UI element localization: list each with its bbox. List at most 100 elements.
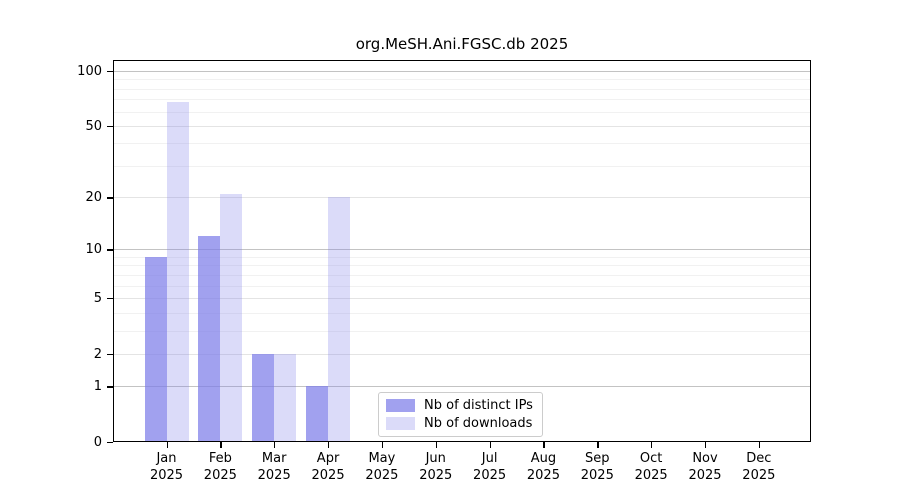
x-tick-year: 2025 bbox=[311, 468, 345, 483]
x-tick-year: 2025 bbox=[203, 468, 237, 483]
x-tick-label: Sep 2025 bbox=[567, 450, 627, 484]
x-tick-label: May 2025 bbox=[352, 450, 412, 484]
major-gridline bbox=[113, 197, 811, 199]
minor-gridline bbox=[113, 165, 811, 167]
x-tick-month: Mar bbox=[261, 451, 287, 466]
x-tick-month: Feb bbox=[208, 451, 232, 466]
legend-label: Nb of distinct IPs bbox=[424, 398, 533, 413]
x-tick-year: 2025 bbox=[473, 468, 507, 483]
x-tick-label: Jun 2025 bbox=[406, 450, 466, 484]
legend-item-distinct-ips: Nb of distinct IPs bbox=[386, 398, 533, 413]
x-tick-mark bbox=[328, 442, 330, 448]
legend-swatch-downloads bbox=[386, 417, 415, 430]
y-tick-mark bbox=[107, 353, 113, 355]
bar-distinct-ips bbox=[306, 386, 329, 442]
y-tick-label: 10 bbox=[85, 242, 102, 258]
x-tick-mark bbox=[381, 442, 384, 448]
x-tick-label: Oct 2025 bbox=[621, 450, 681, 484]
minor-gridline bbox=[113, 99, 811, 101]
x-tick-mark bbox=[435, 442, 438, 448]
x-tick-month: May bbox=[368, 451, 396, 466]
y-tick-mark bbox=[107, 386, 113, 388]
x-tick-month: Jan bbox=[156, 451, 177, 466]
minor-gridline bbox=[113, 88, 811, 90]
bar-downloads bbox=[274, 353, 297, 442]
minor-gridline bbox=[113, 330, 811, 332]
major-gridline bbox=[113, 353, 811, 355]
x-tick-year: 2025 bbox=[149, 468, 184, 483]
x-tick-label: Jul 2025 bbox=[460, 450, 520, 484]
x-tick-mark bbox=[274, 442, 276, 448]
x-tick-year: 2025 bbox=[257, 468, 291, 483]
minor-gridline bbox=[113, 256, 811, 258]
x-tick-label: Mar 2025 bbox=[244, 450, 304, 484]
minor-gridline bbox=[113, 274, 811, 276]
bar-downloads bbox=[220, 193, 243, 442]
y-tick-mark bbox=[107, 71, 113, 73]
x-tick-mark bbox=[758, 442, 761, 448]
y-tick-mark bbox=[107, 249, 113, 251]
bar-distinct-ips bbox=[144, 256, 167, 442]
x-tick-year: 2025 bbox=[634, 468, 668, 483]
x-tick-month: Apr bbox=[316, 451, 340, 466]
x-tick-year: 2025 bbox=[688, 468, 722, 483]
x-tick-month: Jun bbox=[425, 451, 446, 466]
minor-gridline bbox=[113, 312, 811, 314]
chart-title: org.MeSH.Ani.FGSC.db 2025 bbox=[355, 35, 569, 53]
x-tick-month: Aug bbox=[530, 451, 557, 466]
y-tick-mark bbox=[107, 197, 113, 199]
x-tick-mark bbox=[166, 442, 168, 448]
x-tick-mark bbox=[543, 442, 545, 448]
x-tick-year: 2025 bbox=[365, 468, 399, 483]
x-tick-month: Jul bbox=[481, 451, 498, 466]
major-gridline bbox=[113, 71, 811, 72]
minor-gridline bbox=[113, 285, 811, 287]
x-tick-mark bbox=[651, 442, 653, 448]
bar-downloads bbox=[166, 101, 189, 442]
x-tick-mark bbox=[220, 442, 222, 448]
x-tick-year: 2025 bbox=[419, 468, 453, 483]
y-tick-label: 100 bbox=[77, 64, 102, 79]
y-tick-label: 1 bbox=[93, 379, 102, 395]
y-tick-label: 50 bbox=[85, 118, 102, 134]
legend: Nb of distinct IPs Nb of downloads bbox=[378, 392, 543, 437]
legend-swatch-distinct-ips bbox=[386, 399, 415, 412]
major-gridline bbox=[113, 249, 811, 251]
minor-gridline bbox=[113, 265, 811, 267]
major-gridline bbox=[113, 297, 811, 299]
x-tick-year: 2025 bbox=[580, 468, 614, 483]
major-gridline bbox=[113, 386, 811, 388]
plot-area bbox=[113, 60, 811, 442]
x-tick-month: Dec bbox=[746, 451, 772, 466]
x-tick-year: 2025 bbox=[742, 468, 776, 483]
minor-gridline bbox=[113, 79, 811, 81]
bar-downloads bbox=[328, 197, 351, 442]
x-tick-month: Sep bbox=[585, 451, 610, 466]
x-tick-mark bbox=[705, 442, 707, 448]
legend-item-downloads: Nb of downloads bbox=[386, 416, 533, 431]
y-tick-label: 5 bbox=[93, 290, 102, 306]
x-tick-month: Nov bbox=[692, 451, 718, 466]
x-tick-label: Feb 2025 bbox=[190, 450, 250, 484]
bar-distinct-ips bbox=[198, 235, 221, 442]
legend-label: Nb of downloads bbox=[424, 416, 533, 431]
x-tick-label: Dec 2025 bbox=[729, 450, 789, 484]
y-tick-mark bbox=[107, 297, 113, 300]
x-tick-year: 2025 bbox=[526, 468, 560, 483]
x-tick-month: Oct bbox=[639, 451, 663, 466]
x-tick-label: Apr 2025 bbox=[298, 450, 358, 484]
y-tick-mark bbox=[107, 125, 113, 128]
minor-gridline bbox=[113, 143, 811, 145]
x-tick-label: Aug 2025 bbox=[513, 450, 573, 484]
y-tick-label: 2 bbox=[93, 346, 102, 362]
y-tick-label: 20 bbox=[85, 190, 102, 206]
major-gridline bbox=[113, 125, 811, 127]
x-tick-label: Nov 2025 bbox=[675, 450, 735, 484]
x-tick-mark bbox=[597, 442, 599, 448]
bar-distinct-ips bbox=[252, 353, 275, 442]
minor-gridline bbox=[113, 111, 811, 113]
x-tick-label: Jan 2025 bbox=[137, 450, 197, 484]
y-tick-mark bbox=[107, 442, 113, 444]
y-tick-label: 0 bbox=[93, 435, 102, 450]
